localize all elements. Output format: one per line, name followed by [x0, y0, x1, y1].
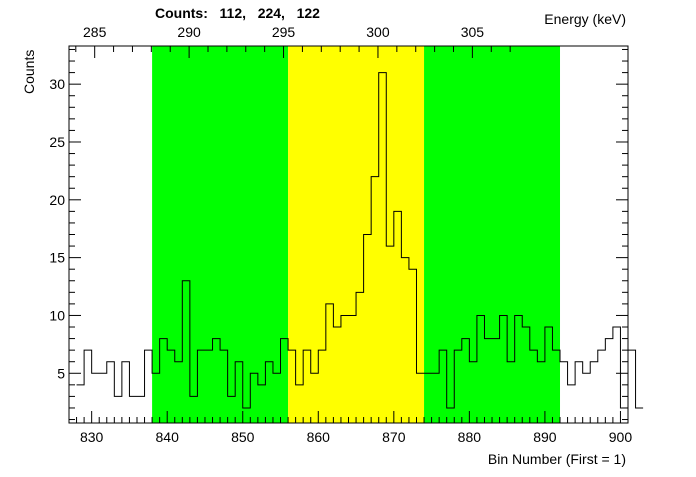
- x-tick-label: 850: [231, 429, 255, 445]
- region-left-background: [152, 46, 289, 423]
- energy-tick-label: 300: [366, 24, 390, 40]
- histogram-step-line: [76, 72, 644, 409]
- y-tick-label: 10: [49, 307, 65, 323]
- x-tick-label: 840: [156, 429, 180, 445]
- y-tick-label: 20: [49, 192, 65, 208]
- y-tick-label: 30: [49, 76, 65, 92]
- energy-tick-label: 290: [177, 24, 201, 40]
- energy-tick-label: 285: [83, 24, 107, 40]
- region-peak: [288, 46, 425, 423]
- energy-axis-title: Energy (keV): [544, 11, 626, 27]
- x-tick-label: 880: [458, 429, 482, 445]
- x-tick-label: 830: [80, 429, 104, 445]
- x-axis-title: Bin Number (First = 1): [488, 451, 626, 467]
- x-tick-label: 890: [533, 429, 557, 445]
- y-tick-label: 25: [49, 134, 65, 150]
- x-tick-label: 900: [609, 429, 633, 445]
- roi-counts-title: Counts: 112, 224, 122: [155, 5, 320, 21]
- x-tick-label: 870: [382, 429, 406, 445]
- energy-tick-label: 305: [461, 24, 485, 40]
- energy-tick-label: 295: [272, 24, 296, 40]
- x-tick-label: 860: [307, 429, 331, 445]
- y-axis-title: Counts: [21, 50, 37, 94]
- region-right-background: [424, 46, 561, 423]
- y-tick-label: 15: [49, 250, 65, 266]
- y-tick-label: 5: [57, 365, 65, 381]
